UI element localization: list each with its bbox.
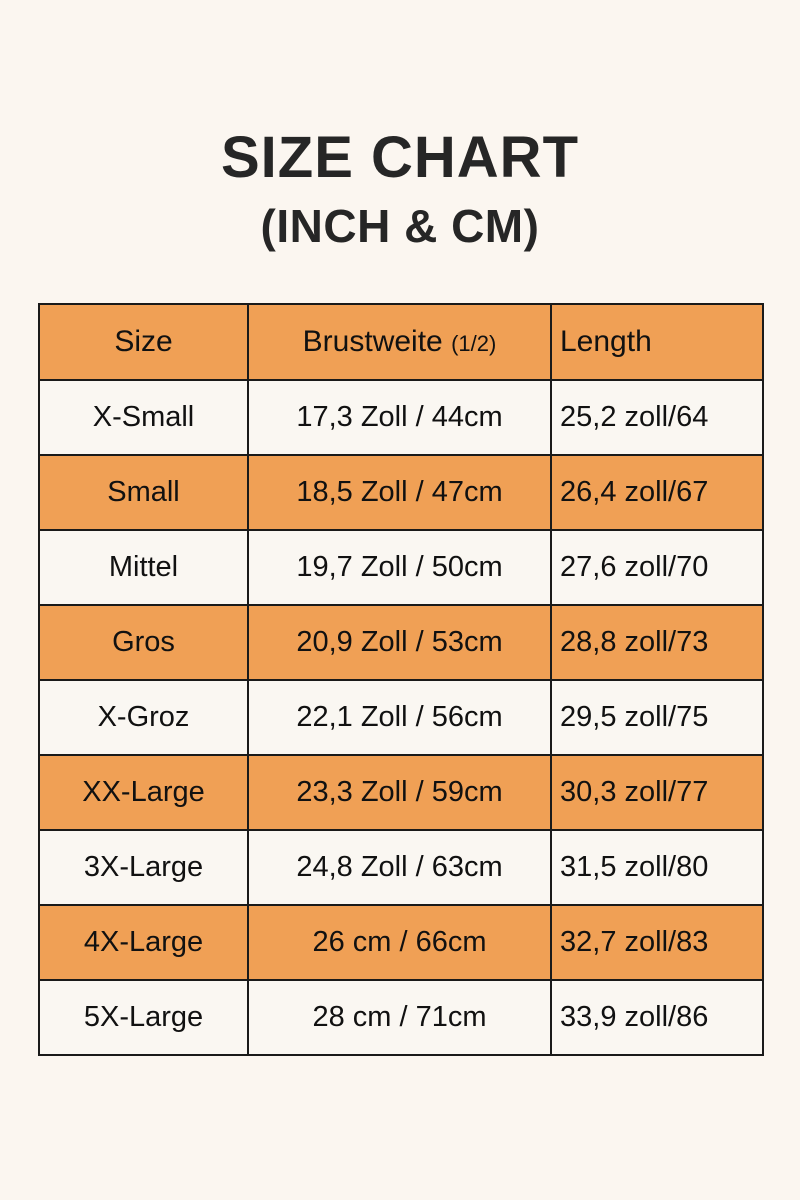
cell-size: X-Small [38,379,249,456]
table-row: XX-Large 23,3 Zoll / 59cm 30,3 zoll/77 [38,754,764,831]
cell-chest: 23,3 Zoll / 59cm [247,754,552,831]
cell-chest: 22,1 Zoll / 56cm [247,679,552,756]
table-header: Size Brustweite (1/2) Length [38,303,764,381]
cell-chest: 20,9 Zoll / 53cm [247,604,552,681]
cell-size: XX-Large [38,754,249,831]
table-header-row: Size Brustweite (1/2) Length [38,303,764,381]
cell-chest: 28 cm / 71cm [247,979,552,1056]
cell-length: 30,3 zoll/77 [550,754,764,831]
column-header-length: Length [550,303,764,381]
table-row: Small 18,5 Zoll / 47cm 26,4 zoll/67 [38,454,764,531]
cell-chest: 24,8 Zoll / 63cm [247,829,552,906]
table-row: X-Small 17,3 Zoll / 44cm 25,2 zoll/64 [38,379,764,456]
title-main: SIZE CHART [221,125,579,190]
column-header-chest-label: Brustweite [302,325,443,358]
cell-length: 33,9 zoll/86 [550,979,764,1056]
cell-length: 32,7 zoll/83 [550,904,764,981]
cell-chest: 18,5 Zoll / 47cm [247,454,552,531]
title-subtitle: (INCH & CM) [260,200,540,252]
cell-chest: 26 cm / 66cm [247,904,552,981]
cell-length: 26,4 zoll/67 [550,454,764,531]
table-row: 5X-Large 28 cm / 71cm 33,9 zoll/86 [38,979,764,1056]
cell-size: Small [38,454,249,531]
cell-length: 29,5 zoll/75 [550,679,764,756]
table-row: Gros 20,9 Zoll / 53cm 28,8 zoll/73 [38,604,764,681]
cell-size: 4X-Large [38,904,249,981]
cell-size: Gros [38,604,249,681]
cell-chest: 19,7 Zoll / 50cm [247,529,552,606]
table-row: 3X-Large 24,8 Zoll / 63cm 31,5 zoll/80 [38,829,764,906]
table-body: X-Small 17,3 Zoll / 44cm 25,2 zoll/64 Small… [38,379,764,1056]
column-header-size: Size [38,303,249,381]
cell-chest: 17,3 Zoll / 44cm [247,379,552,456]
cell-size: Mittel [38,529,249,606]
table-row: X-Groz 22,1 Zoll / 56cm 29,5 zoll/75 [38,679,764,756]
cell-length: 31,5 zoll/80 [550,829,764,906]
cell-length: 28,8 zoll/73 [550,604,764,681]
cell-size: 5X-Large [38,979,249,1056]
cell-length: 25,2 zoll/64 [550,379,764,456]
column-header-chest-fraction: (1/2) [451,331,497,356]
cell-size: 3X-Large [38,829,249,906]
cell-size: X-Groz [38,679,249,756]
column-header-chest: Brustweite (1/2) [247,303,552,381]
table-row: Mittel 19,7 Zoll / 50cm 27,6 zoll/70 [38,529,764,606]
table-row: 4X-Large 26 cm / 66cm 32,7 zoll/83 [38,904,764,981]
size-chart-table: Size Brustweite (1/2) Length X-Small 17,3… [38,303,764,1056]
page-title: SIZE CHART (INCH & CM) [0,125,800,255]
cell-length: 27,6 zoll/70 [550,529,764,606]
